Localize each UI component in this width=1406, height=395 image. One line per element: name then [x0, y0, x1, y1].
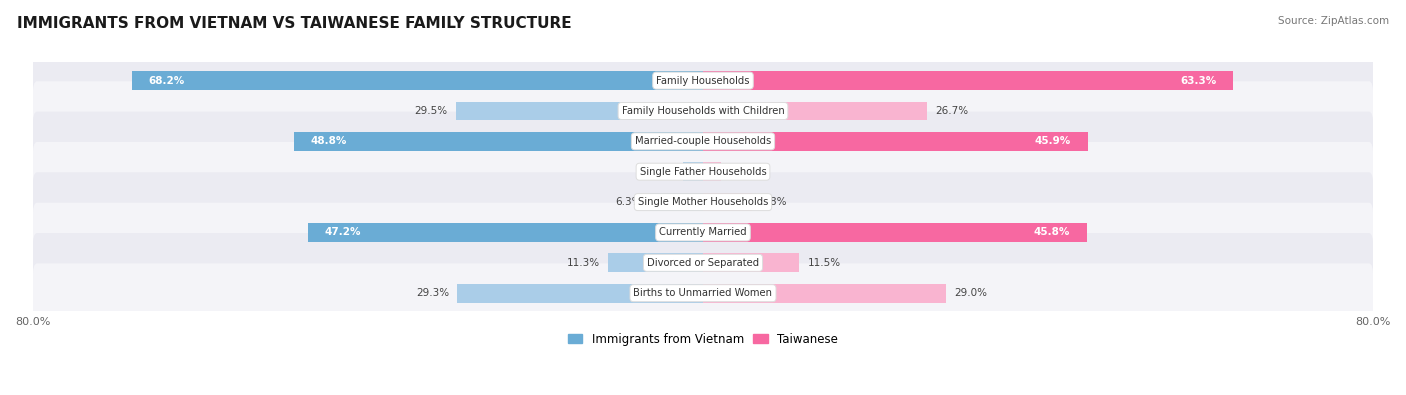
Bar	[457, 284, 703, 303]
Text: Family Households: Family Households	[657, 75, 749, 86]
Bar	[308, 223, 703, 242]
Bar	[703, 254, 800, 272]
Legend: Immigrants from Vietnam, Taiwanese: Immigrants from Vietnam, Taiwanese	[564, 328, 842, 350]
Bar	[703, 102, 927, 120]
FancyBboxPatch shape	[32, 81, 1374, 141]
Bar	[650, 193, 703, 211]
Text: IMMIGRANTS FROM VIETNAM VS TAIWANESE FAMILY STRUCTURE: IMMIGRANTS FROM VIETNAM VS TAIWANESE FAM…	[17, 16, 571, 31]
Text: 45.8%: 45.8%	[1033, 228, 1070, 237]
Text: Births to Unmarried Women: Births to Unmarried Women	[634, 288, 772, 298]
Text: 29.0%: 29.0%	[955, 288, 987, 298]
FancyBboxPatch shape	[32, 203, 1374, 262]
Text: 47.2%: 47.2%	[325, 228, 361, 237]
Text: Source: ZipAtlas.com: Source: ZipAtlas.com	[1278, 16, 1389, 26]
Text: 6.3%: 6.3%	[616, 197, 641, 207]
Text: Divorced or Separated: Divorced or Separated	[647, 258, 759, 268]
Text: 11.3%: 11.3%	[567, 258, 600, 268]
Bar	[683, 162, 703, 181]
Bar	[703, 284, 946, 303]
Text: Currently Married: Currently Married	[659, 228, 747, 237]
Bar	[703, 132, 1088, 151]
Text: Single Mother Households: Single Mother Households	[638, 197, 768, 207]
Text: Married-couple Households: Married-couple Households	[636, 136, 770, 147]
Text: 45.9%: 45.9%	[1035, 136, 1071, 147]
FancyBboxPatch shape	[32, 172, 1374, 232]
FancyBboxPatch shape	[32, 263, 1374, 323]
Text: 2.4%: 2.4%	[648, 167, 675, 177]
Bar	[294, 132, 703, 151]
Text: Single Father Households: Single Father Households	[640, 167, 766, 177]
Text: 5.8%: 5.8%	[761, 197, 786, 207]
FancyBboxPatch shape	[32, 233, 1374, 293]
Text: 63.3%: 63.3%	[1181, 75, 1216, 86]
Bar	[703, 162, 721, 181]
FancyBboxPatch shape	[32, 142, 1374, 201]
Bar	[132, 71, 703, 90]
Text: 48.8%: 48.8%	[311, 136, 347, 147]
Bar	[703, 71, 1233, 90]
Text: 26.7%: 26.7%	[935, 106, 969, 116]
Bar	[456, 102, 703, 120]
Text: 29.5%: 29.5%	[415, 106, 447, 116]
Bar	[703, 193, 752, 211]
Text: Family Households with Children: Family Households with Children	[621, 106, 785, 116]
FancyBboxPatch shape	[32, 51, 1374, 110]
Text: 2.2%: 2.2%	[730, 167, 756, 177]
Text: 29.3%: 29.3%	[416, 288, 449, 298]
Bar	[609, 254, 703, 272]
FancyBboxPatch shape	[32, 112, 1374, 171]
Bar	[703, 223, 1087, 242]
Text: 11.5%: 11.5%	[807, 258, 841, 268]
Text: 68.2%: 68.2%	[148, 75, 184, 86]
